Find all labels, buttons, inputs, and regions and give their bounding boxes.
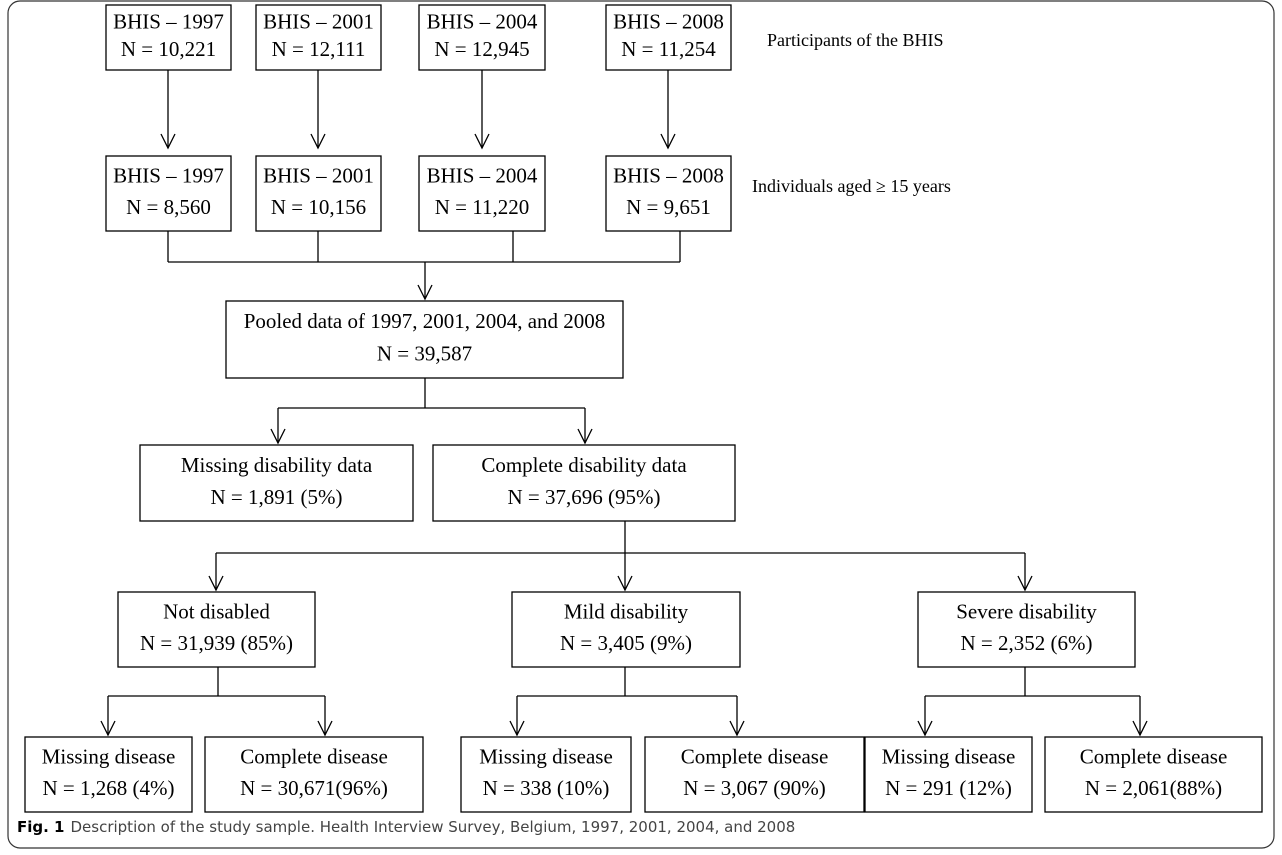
arrow-head <box>317 720 333 737</box>
caption-label: Fig. 1 <box>17 818 64 836</box>
node-title: Pooled data of 1997, 2001, 2004, and 200… <box>244 309 606 333</box>
node-box <box>105 155 232 232</box>
side-label: Individuals aged ≥ 15 years <box>752 176 951 196</box>
caption-text: Description of the study sample. Health … <box>70 818 795 836</box>
node-title: BHIS – 2004 <box>427 10 538 34</box>
node-count: N = 37,696 (95%) <box>508 485 661 509</box>
arrow-head <box>729 720 745 737</box>
node-box <box>644 736 865 813</box>
node-count: N = 11,220 <box>435 195 529 219</box>
node-box <box>24 736 193 813</box>
node-count: N = 31,939 (85%) <box>140 631 293 655</box>
node-box <box>117 591 316 668</box>
arrow-head <box>1132 720 1148 737</box>
node-box <box>105 4 232 71</box>
node-box <box>864 736 1033 813</box>
node-count: N = 30,671(96%) <box>240 776 388 800</box>
node-count: N = 10,156 <box>271 195 366 219</box>
node-title: Missing disease <box>882 745 1016 769</box>
node-title: BHIS – 2001 <box>263 164 374 188</box>
arrow-head <box>577 428 593 445</box>
node-title: Missing disease <box>42 745 176 769</box>
node-count: N = 338 (10%) <box>483 776 610 800</box>
node-count: N = 11,254 <box>621 37 716 61</box>
node-box <box>418 155 546 232</box>
node-count: N = 2,352 (6%) <box>961 631 1093 655</box>
node-title: BHIS – 2001 <box>263 10 374 34</box>
node-title: BHIS – 2008 <box>613 10 724 34</box>
arrow-head <box>917 720 933 737</box>
node-title: Complete disease <box>681 745 829 769</box>
node-box <box>511 591 741 668</box>
node-box <box>225 300 624 379</box>
node-count: N = 9,651 <box>626 195 711 219</box>
node-box <box>139 444 414 522</box>
node-box <box>1044 736 1263 813</box>
arrow-head <box>208 575 224 592</box>
node-box <box>460 736 632 813</box>
arrow-head <box>160 133 176 150</box>
arrow-head <box>660 133 676 150</box>
arrow-head <box>474 133 490 150</box>
node-box <box>255 4 382 71</box>
arrow-head <box>310 133 326 150</box>
node-box <box>605 4 732 71</box>
node-title: Missing disability data <box>181 453 373 477</box>
arrow-head <box>1017 575 1033 592</box>
side-label: Participants of the BHIS <box>767 30 943 50</box>
node-title: BHIS – 1997 <box>113 164 224 188</box>
node-box <box>418 4 546 71</box>
node-box <box>255 155 382 232</box>
node-count: N = 1,891 (5%) <box>211 485 343 509</box>
node-title: BHIS – 2008 <box>613 164 724 188</box>
node-title: Missing disease <box>479 745 613 769</box>
node-title: BHIS – 2004 <box>427 164 538 188</box>
node-title: Not disabled <box>163 600 270 624</box>
node-count: N = 3,405 (9%) <box>560 631 692 655</box>
caption: Fig. 1 Description of the study sample. H… <box>17 818 795 836</box>
node-count: N = 291 (12%) <box>885 776 1012 800</box>
node-title: Severe disability <box>956 600 1097 624</box>
node-count: N = 39,587 <box>377 341 472 365</box>
node-count: N = 1,268 (4%) <box>43 776 175 800</box>
node-box <box>204 736 424 813</box>
node-title: Mild disability <box>564 600 689 624</box>
node-box <box>432 444 736 522</box>
node-box <box>917 591 1136 668</box>
node-count: N = 10,221 <box>121 37 216 61</box>
arrow-head <box>509 720 525 737</box>
node-box <box>605 155 732 232</box>
node-count: N = 8,560 <box>126 195 211 219</box>
node-count: N = 3,067 (90%) <box>683 776 826 800</box>
node-count: N = 12,111 <box>272 37 366 61</box>
node-title: Complete disease <box>1080 745 1228 769</box>
frame <box>7 0 1275 849</box>
arrow-head <box>417 284 433 301</box>
node-count: N = 12,945 <box>434 37 529 61</box>
arrow-head <box>100 720 116 737</box>
node-title: Complete disease <box>240 745 388 769</box>
node-count: N = 2,061(88%) <box>1085 776 1222 800</box>
node-title: BHIS – 1997 <box>113 10 224 34</box>
node-title: Complete disability data <box>481 453 687 477</box>
arrow-head <box>270 428 286 445</box>
arrow-head <box>617 575 633 592</box>
